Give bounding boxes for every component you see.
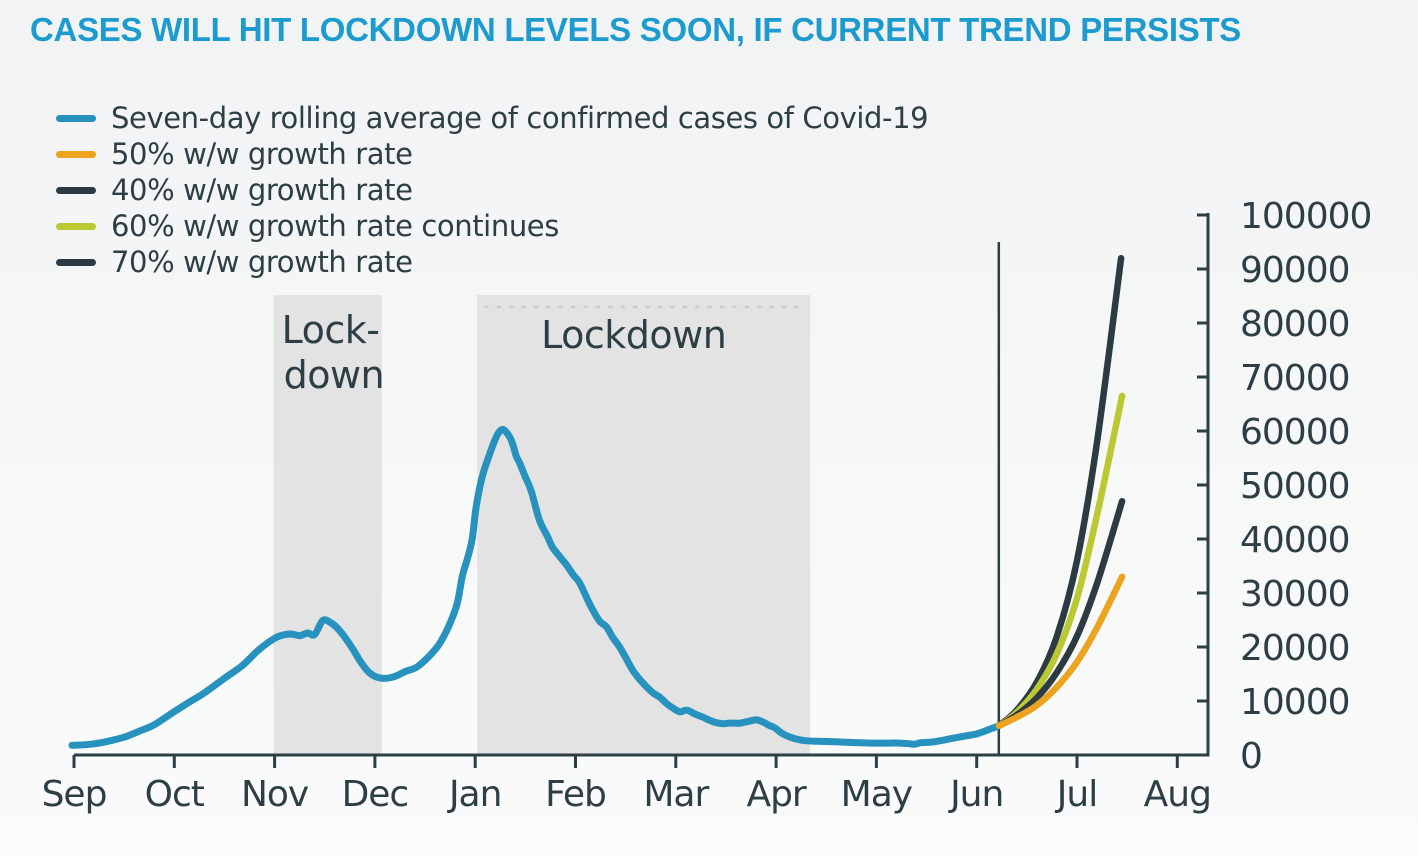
y-axis-tick-label: 40000 (1240, 520, 1350, 561)
legend-label: 50% w/w growth rate (111, 137, 413, 171)
x-axis-tick-label: Nov (241, 774, 309, 815)
x-axis-tick-label: Feb (545, 774, 606, 815)
lockdown-band-label: down (284, 353, 385, 397)
series-line-orange-4 (995, 573, 1126, 730)
legend-label: 40% w/w growth rate (111, 173, 413, 207)
legend-label: 70% w/w growth rate (111, 245, 413, 279)
series-line-teal-0 (68, 425, 1003, 749)
legend-item: 60% w/w growth rate continues (56, 208, 928, 244)
legend-line-swatch-green (56, 222, 96, 230)
legend-item: 70% w/w growth rate (56, 244, 928, 280)
legend-line-swatch-navy (56, 258, 96, 266)
y-axis-tick-label: 10000 (1240, 682, 1350, 723)
lockdown-band (477, 295, 811, 755)
legend-line-swatch-navy (56, 186, 96, 194)
y-axis-tick-label: 100000 (1240, 196, 1371, 237)
y-axis-tick-label: 60000 (1240, 412, 1350, 453)
legend-item: 50% w/w growth rate (56, 136, 928, 172)
x-axis-tick-label: Jul (1055, 774, 1097, 815)
lockdown-band-label: Lockdown (541, 313, 726, 357)
legend-line-swatch-teal (56, 114, 96, 122)
x-axis-tick-label: Oct (145, 774, 205, 815)
chart-title: CASES WILL HIT LOCKDOWN LEVELS SOON, IF … (30, 11, 1242, 48)
y-axis-tick-label: 70000 (1240, 358, 1350, 399)
x-axis-tick-label: Apr (746, 774, 806, 815)
legend-line-swatch-orange (56, 150, 96, 158)
x-axis-tick-label: Aug (1144, 774, 1211, 815)
y-axis-tick-label: 90000 (1240, 250, 1350, 291)
lockdown-band (273, 295, 382, 755)
x-axis-tick-label: Jan (447, 774, 502, 815)
y-axis-tick-label: 20000 (1240, 628, 1350, 669)
x-axis-tick-label: Mar (643, 774, 709, 815)
y-axis-tick-label: 30000 (1240, 574, 1350, 615)
y-axis-tick-label: 50000 (1240, 466, 1350, 507)
lockdown-band-label: Lock- (282, 308, 380, 352)
legend-label: Seven-day rolling average of confirmed c… (111, 101, 929, 135)
x-axis-tick-label: Dec (342, 774, 409, 815)
y-axis-tick-label: 80000 (1240, 304, 1350, 345)
legend-item: Seven-day rolling average of confirmed c… (56, 100, 929, 136)
legend: Seven-day rolling average of confirmed c… (56, 100, 929, 280)
legend-item: 40% w/w growth rate (56, 172, 928, 208)
x-axis-tick-label: Sep (42, 774, 107, 815)
legend-label: 60% w/w growth rate continues (111, 209, 559, 243)
x-axis-tick-label: Jun (948, 774, 1003, 815)
x-axis-tick-label: May (841, 774, 913, 815)
y-axis-tick-label: 0 (1240, 736, 1262, 777)
